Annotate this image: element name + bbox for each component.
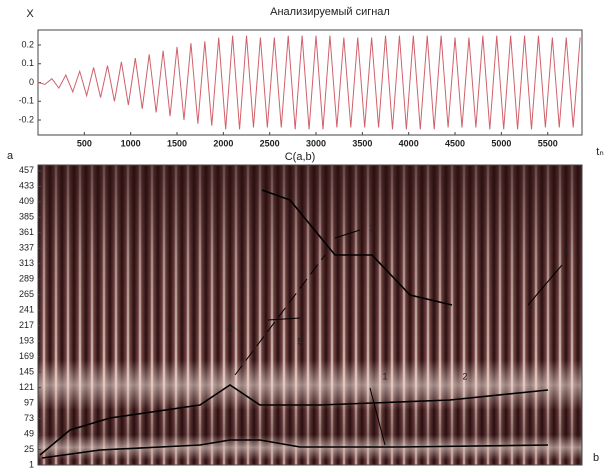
- signal-line: [38, 36, 580, 130]
- x-tick-label: 5500: [538, 138, 558, 148]
- x-tick-label: 2000: [213, 138, 233, 148]
- x-tick-label: 3500: [352, 138, 372, 148]
- y-tick-label: 121: [19, 382, 34, 392]
- y-tick-label: 169: [19, 351, 34, 361]
- scalogram: [38, 165, 582, 465]
- annotation: 5: [297, 336, 302, 346]
- annotation: 6: [227, 324, 232, 334]
- y-tick-label: 0: [29, 77, 34, 87]
- x-tick-label: 5000: [491, 138, 511, 148]
- x-tick-label: 4500: [445, 138, 465, 148]
- y-tick-label: 337: [19, 243, 34, 253]
- x-axis-label: tₙ: [596, 146, 603, 158]
- x-tick-label: 3000: [306, 138, 326, 148]
- y-tick-label: 145: [19, 366, 34, 376]
- x-tick-label: 500: [77, 138, 92, 148]
- y-tick-label: 1: [29, 459, 34, 468]
- y-tick-label: -0.1: [18, 96, 34, 106]
- x-tick-label: 2500: [260, 138, 280, 148]
- y-tick-label: 193: [19, 336, 34, 346]
- x-axis-label: b: [593, 452, 599, 464]
- y-tick-label: 73: [24, 413, 34, 423]
- y-tick-label: 361: [19, 227, 34, 237]
- y-axis-label: X: [26, 8, 34, 20]
- y-tick-label: -0.2: [18, 114, 34, 124]
- annotation: 2: [462, 371, 467, 381]
- x-tick-label: 1500: [167, 138, 187, 148]
- annotation: 3: [369, 223, 374, 233]
- figure: Анализируемый сигнал X tₙ a C(a,b) b 0.2…: [0, 0, 609, 468]
- y-tick-label: 289: [19, 274, 34, 284]
- chart-title: Анализируемый сигнал: [270, 6, 390, 18]
- y-tick-label: 0.2: [21, 39, 34, 49]
- y-tick-label: 49: [24, 428, 34, 438]
- y-tick-label: 0.1: [21, 58, 34, 68]
- x-tick-label: 4000: [399, 138, 419, 148]
- annotation: 1: [382, 371, 387, 381]
- chart-title: C(a,b): [285, 151, 316, 163]
- y-tick-label: 409: [19, 196, 34, 206]
- y-tick-label: 457: [19, 165, 34, 175]
- y-tick-label: 25: [24, 444, 34, 454]
- y-tick-label: 241: [19, 305, 34, 315]
- y-tick-label: 385: [19, 212, 34, 222]
- x-tick-label: 1000: [121, 138, 141, 148]
- annotation: 4: [563, 246, 568, 256]
- y-tick-label: 217: [19, 320, 34, 330]
- y-tick-label: 433: [19, 181, 34, 191]
- y-tick-label: 313: [19, 258, 34, 268]
- y-axis-label: a: [7, 150, 14, 162]
- y-tick-label: 265: [19, 289, 34, 299]
- y-tick-label: 97: [24, 397, 34, 407]
